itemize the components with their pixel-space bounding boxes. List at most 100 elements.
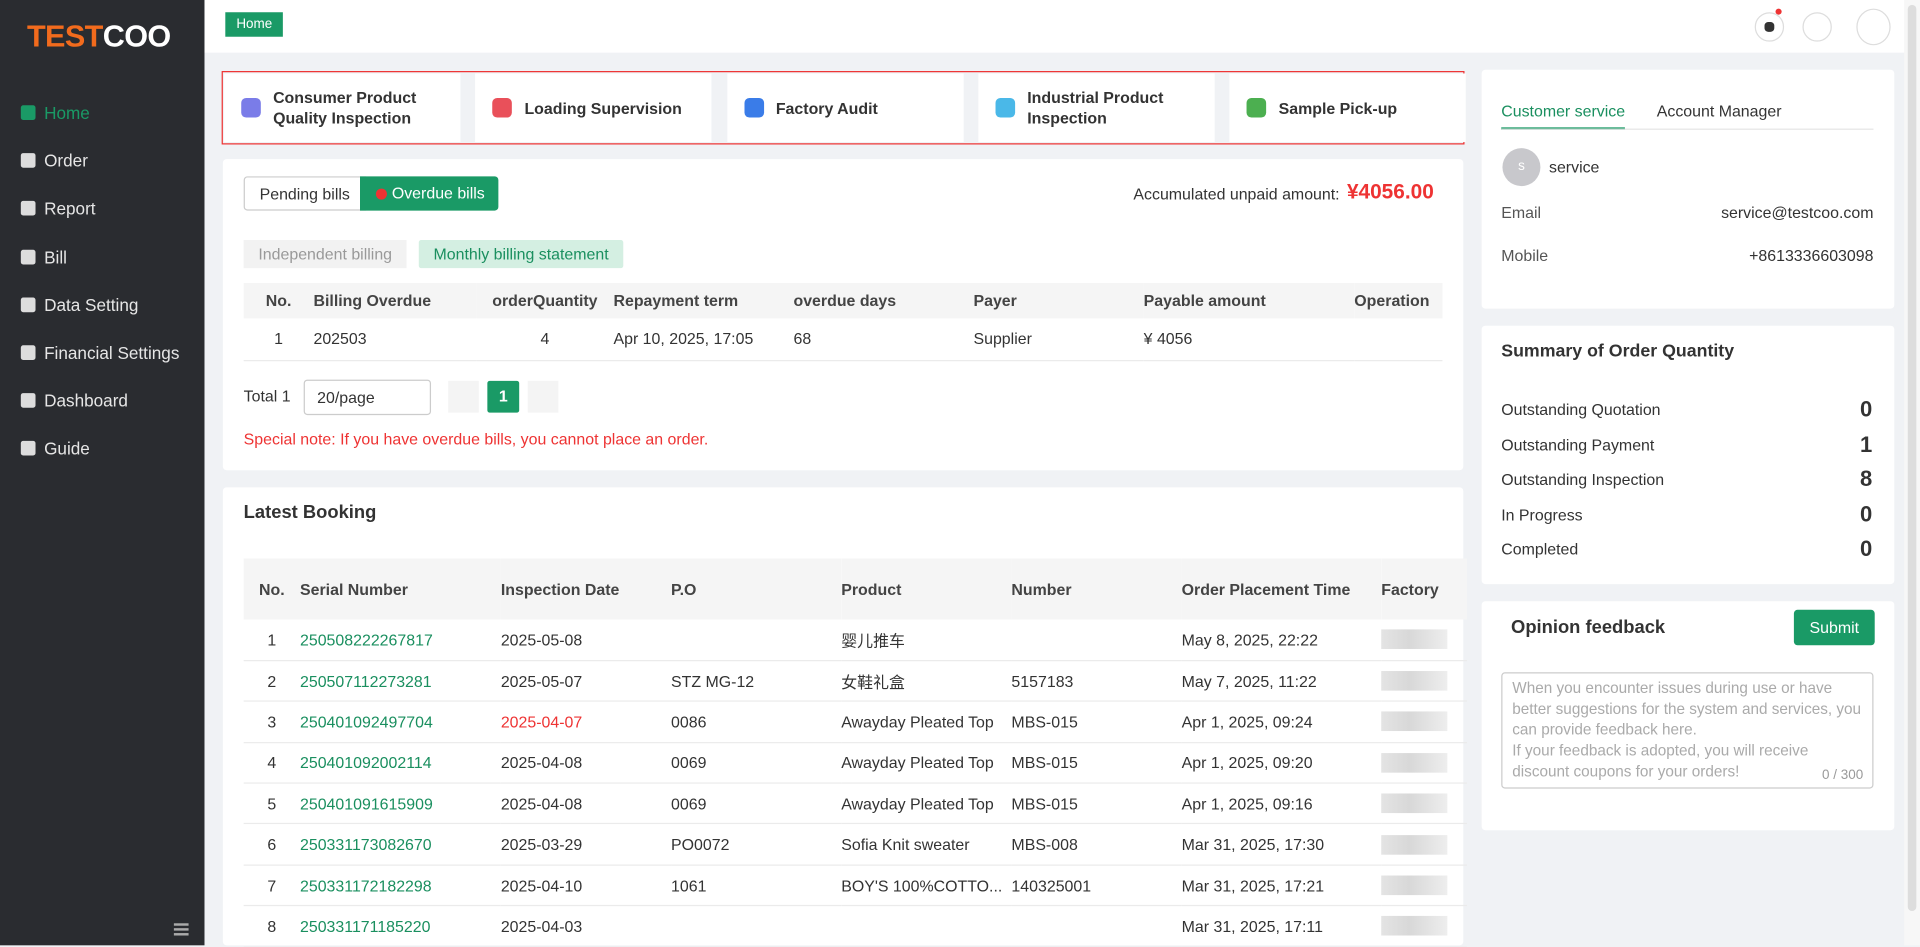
summary-label: Completed bbox=[1501, 540, 1579, 559]
blurred-factory bbox=[1381, 629, 1448, 650]
service-icon bbox=[1246, 97, 1267, 118]
contact-name: service bbox=[1548, 157, 1600, 177]
service-card[interactable]: Loading Supervision bbox=[475, 73, 712, 143]
table-cell bbox=[671, 619, 842, 662]
table-cell[interactable]: 250507112273281 bbox=[300, 660, 501, 702]
table-cell: 140325001 bbox=[1011, 864, 1182, 907]
menu-item[interactable]: Report bbox=[20, 199, 96, 218]
service-label: Loading Supervision bbox=[524, 98, 682, 117]
column-header: Billing Overdue bbox=[313, 282, 477, 319]
service-card[interactable]: Industrial Product Inspection bbox=[978, 73, 1215, 143]
table-cell: PO0072 bbox=[671, 824, 842, 866]
table-cell: 2025-04-03 bbox=[500, 905, 672, 947]
billing-tab[interactable]: Independent billing bbox=[243, 240, 407, 269]
table-cell: STZ MG-12 bbox=[671, 660, 842, 702]
table-cell[interactable]: 250401091615909 bbox=[300, 783, 501, 825]
table-cell: Apr 1, 2025, 09:20 bbox=[1181, 742, 1382, 784]
menu-label: Guide bbox=[44, 438, 90, 459]
blurred-factory bbox=[1381, 712, 1448, 732]
header-row: No. Billing Overdue orderQuantity Repayment… bbox=[243, 282, 1443, 319]
table-row: 1 202503 4 Apr 10, 2025, 17:05 68 Supplier ¥ 4… bbox=[243, 318, 1443, 361]
avatar[interactable] bbox=[1856, 8, 1891, 46]
page-number[interactable]: 1 bbox=[487, 380, 520, 413]
table-cell[interactable]: 250331173082670 bbox=[300, 824, 501, 866]
service-card[interactable]: Sample Pick-up bbox=[1229, 73, 1466, 143]
service-label: Sample Pick-up bbox=[1278, 98, 1398, 117]
summary-row: Outstanding Inspection 8 bbox=[1501, 467, 1873, 493]
blurred-factory bbox=[1381, 875, 1448, 896]
table-cell[interactable]: 250401092002114 bbox=[300, 742, 501, 784]
table-cell: 2025-05-07 bbox=[500, 660, 672, 702]
summary-value: 1 bbox=[1859, 431, 1873, 457]
column-header: Payable amount bbox=[1143, 282, 1355, 319]
table-cell[interactable]: 250331171185220 bbox=[300, 905, 501, 947]
bell-icon[interactable] bbox=[1754, 8, 1785, 42]
next-page[interactable] bbox=[527, 380, 559, 413]
summary-value: 8 bbox=[1859, 466, 1873, 492]
menu-icon bbox=[20, 249, 36, 264]
field-value: service@testcoo.com bbox=[1721, 203, 1874, 222]
table-cell bbox=[1381, 701, 1467, 743]
service-icon bbox=[241, 97, 261, 118]
breadcrumb-tag[interactable]: Home bbox=[225, 12, 284, 37]
contact-tab[interactable]: Customer service bbox=[1501, 102, 1626, 130]
summary-row: In Progress 0 bbox=[1501, 502, 1873, 528]
service-card[interactable]: Consumer Product Quality Inspection bbox=[224, 73, 461, 143]
table-cell: 68 bbox=[793, 318, 974, 361]
collapse-icon[interactable] bbox=[173, 923, 189, 936]
menu-item[interactable]: Guide bbox=[20, 438, 90, 459]
service-icon bbox=[492, 97, 513, 118]
sidebar: TESTCOO Home Order Report Bill Data Setting F… bbox=[0, 0, 205, 946]
column-header: Factory bbox=[1381, 558, 1467, 620]
table-cell bbox=[1381, 864, 1467, 907]
language-icon[interactable] bbox=[1802, 12, 1832, 42]
menu-item[interactable]: Order bbox=[20, 151, 88, 170]
table-cell[interactable]: 250331172182298 bbox=[300, 864, 501, 907]
blurred-factory bbox=[1381, 793, 1448, 814]
table-cell: Awayday Pleated Top bbox=[841, 701, 1012, 743]
placeholder-line: If your feedback is adopted, you will re… bbox=[1512, 742, 1809, 781]
billing-tab[interactable]: Monthly billing statement bbox=[418, 240, 624, 269]
page-size-select[interactable]: 20/page bbox=[303, 379, 432, 416]
menu-item[interactable]: Home bbox=[20, 103, 90, 122]
summary-label: In Progress bbox=[1501, 505, 1583, 524]
menu-item[interactable]: Financial Settings bbox=[20, 343, 180, 362]
table-row: 7 250331172182298 2025-04-10 1061 BOY'S 100%… bbox=[243, 864, 1467, 907]
menu-item[interactable]: Bill bbox=[20, 247, 67, 266]
table-cell: 7 bbox=[243, 864, 301, 907]
table-cell bbox=[841, 905, 1012, 947]
feedback-textarea[interactable]: When you encounter issues during use or … bbox=[1501, 672, 1874, 789]
table-cell bbox=[1011, 619, 1182, 662]
logo-part: TEST bbox=[26, 19, 103, 54]
scrollbar[interactable] bbox=[1904, 0, 1920, 946]
tab-button[interactable]: Overdue bills bbox=[360, 176, 499, 211]
logo-part: COO bbox=[102, 19, 172, 54]
tab-label: Overdue bills bbox=[391, 183, 485, 203]
summary-value: 0 bbox=[1859, 501, 1873, 527]
section-title: Opinion feedback bbox=[1511, 617, 1666, 638]
menu-icon bbox=[20, 105, 36, 121]
column-header: Serial Number bbox=[300, 558, 501, 620]
table-cell bbox=[1381, 742, 1467, 784]
service-card[interactable]: Factory Audit bbox=[726, 73, 964, 143]
column-header: orderQuantity bbox=[476, 282, 614, 319]
page-size-label: 20/page bbox=[317, 388, 375, 407]
column-header: overdue days bbox=[793, 282, 974, 319]
menu-item[interactable]: Dashboard bbox=[20, 391, 128, 410]
menu-item[interactable]: Data Setting bbox=[20, 295, 139, 314]
tab-button[interactable]: Pending bills bbox=[243, 176, 366, 211]
table-cell[interactable]: 250401092497704 bbox=[300, 701, 501, 743]
placeholder-line: When you encounter issues during use or … bbox=[1512, 679, 1862, 739]
summary-label: Outstanding Inspection bbox=[1501, 470, 1665, 489]
table-cell[interactable]: 250508222267817 bbox=[300, 619, 501, 662]
submit-button[interactable]: Submit bbox=[1793, 609, 1875, 646]
table-cell: 女鞋礼盒 bbox=[841, 660, 1012, 702]
prev-page[interactable] bbox=[448, 380, 479, 413]
table-cell bbox=[1381, 619, 1467, 662]
menu-icon bbox=[20, 441, 36, 456]
table-cell: Awayday Pleated Top bbox=[841, 783, 1012, 825]
service-icon bbox=[743, 97, 764, 118]
contact-tab[interactable]: Account Manager bbox=[1656, 101, 1782, 121]
bill-table: No. Billing Overdue orderQuantity Repayment… bbox=[243, 282, 1443, 361]
